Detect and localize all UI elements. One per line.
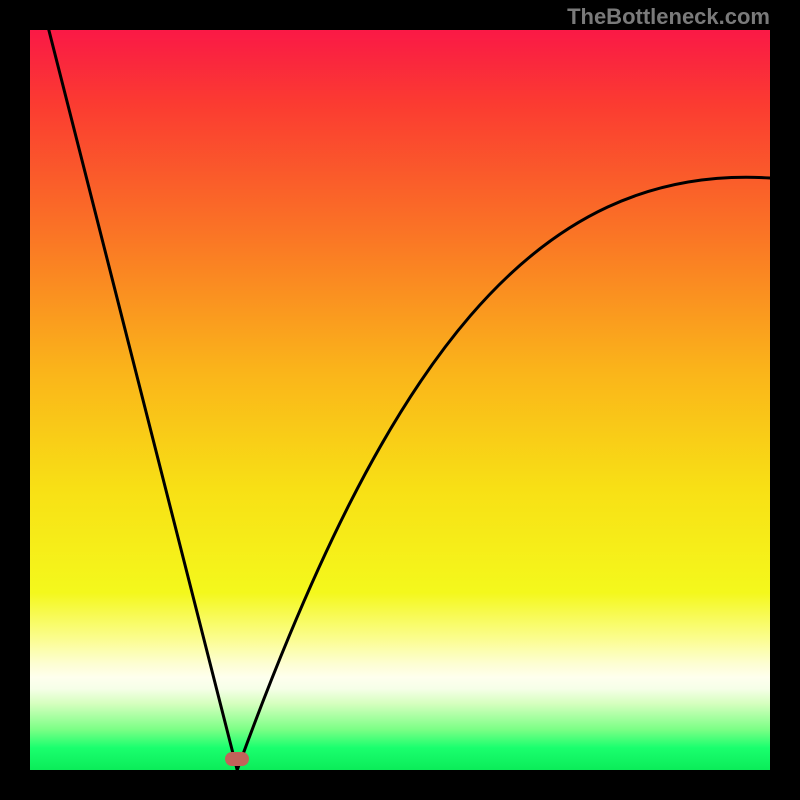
null-point-marker <box>225 752 249 766</box>
bottleneck-curve <box>0 0 800 800</box>
watermark-text: TheBottleneck.com <box>567 4 770 30</box>
